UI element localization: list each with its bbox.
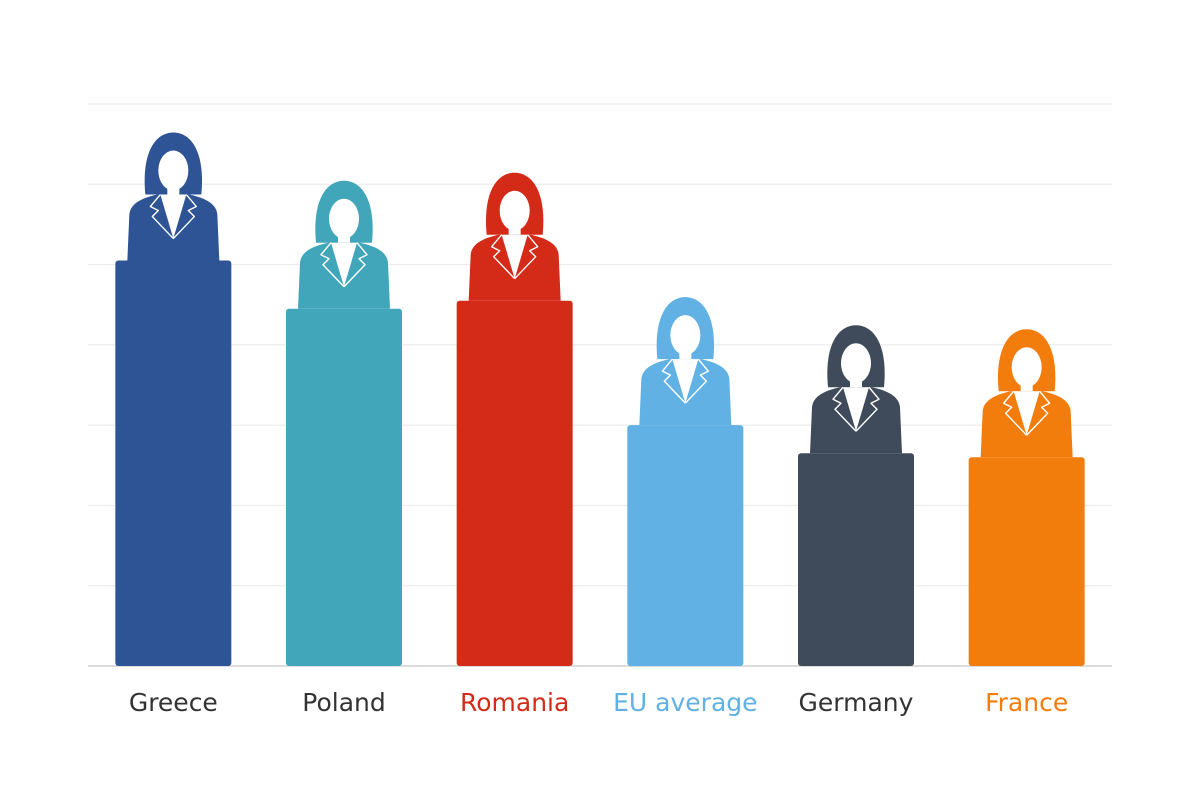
lapel-left xyxy=(320,242,345,288)
face-shape xyxy=(158,150,189,191)
bars xyxy=(115,132,1085,666)
lapel-right xyxy=(514,234,539,280)
businesswoman-icon xyxy=(298,180,390,309)
category-label: Greece xyxy=(129,688,218,717)
category-label: Poland xyxy=(302,688,385,717)
shirt-shape xyxy=(501,234,528,279)
lapel-left xyxy=(149,194,174,240)
fringe-shape xyxy=(326,189,362,211)
category-label: Romania xyxy=(460,688,569,717)
bar xyxy=(286,308,402,666)
fringe-shape xyxy=(667,306,704,328)
lapel-left xyxy=(661,358,686,404)
bar xyxy=(456,300,573,666)
businesswoman-icon xyxy=(639,297,732,426)
face-shape xyxy=(670,315,701,356)
category-labels: Greece Poland Romania EU average Germany Fran… xyxy=(129,688,1068,717)
bar-group xyxy=(456,172,573,666)
lapel-right xyxy=(172,194,198,240)
businesswoman-icon xyxy=(127,132,220,261)
category-label: Germany xyxy=(799,688,914,717)
fringe-shape xyxy=(1008,338,1045,360)
face-shape xyxy=(329,198,359,239)
lapel-right xyxy=(343,242,368,288)
lapel-right xyxy=(684,358,710,404)
gridlines xyxy=(88,103,1112,667)
businesswoman-icon xyxy=(980,329,1073,458)
face-shape xyxy=(841,343,871,384)
bar-group xyxy=(286,180,402,666)
businesswoman-icon xyxy=(810,325,902,454)
bar-group xyxy=(115,132,232,666)
neck-shape xyxy=(508,226,521,239)
lapel-left xyxy=(832,386,857,432)
face-shape xyxy=(499,190,530,231)
businesswoman-icon xyxy=(468,172,561,301)
bar-group xyxy=(627,297,744,666)
bar xyxy=(798,453,914,666)
lapel-right xyxy=(855,386,880,432)
category-label: EU average xyxy=(613,688,757,717)
lapel-right xyxy=(1026,390,1051,436)
lapel-left xyxy=(490,234,516,280)
category-label: France xyxy=(985,688,1068,717)
bar xyxy=(627,425,744,666)
fringe-shape xyxy=(496,181,533,203)
lapel-left xyxy=(1002,390,1028,436)
bar-group xyxy=(968,329,1085,666)
shirt-shape xyxy=(160,194,187,239)
bar xyxy=(968,457,1085,666)
bar xyxy=(115,260,232,666)
fringe-shape xyxy=(838,334,874,356)
shirt-shape xyxy=(331,242,357,287)
face-shape xyxy=(1011,347,1042,388)
shirt-shape xyxy=(843,387,869,432)
fringe-shape xyxy=(155,141,192,163)
shirt-shape xyxy=(672,359,699,404)
bar-group xyxy=(798,325,914,666)
shirt-shape xyxy=(1013,391,1040,436)
